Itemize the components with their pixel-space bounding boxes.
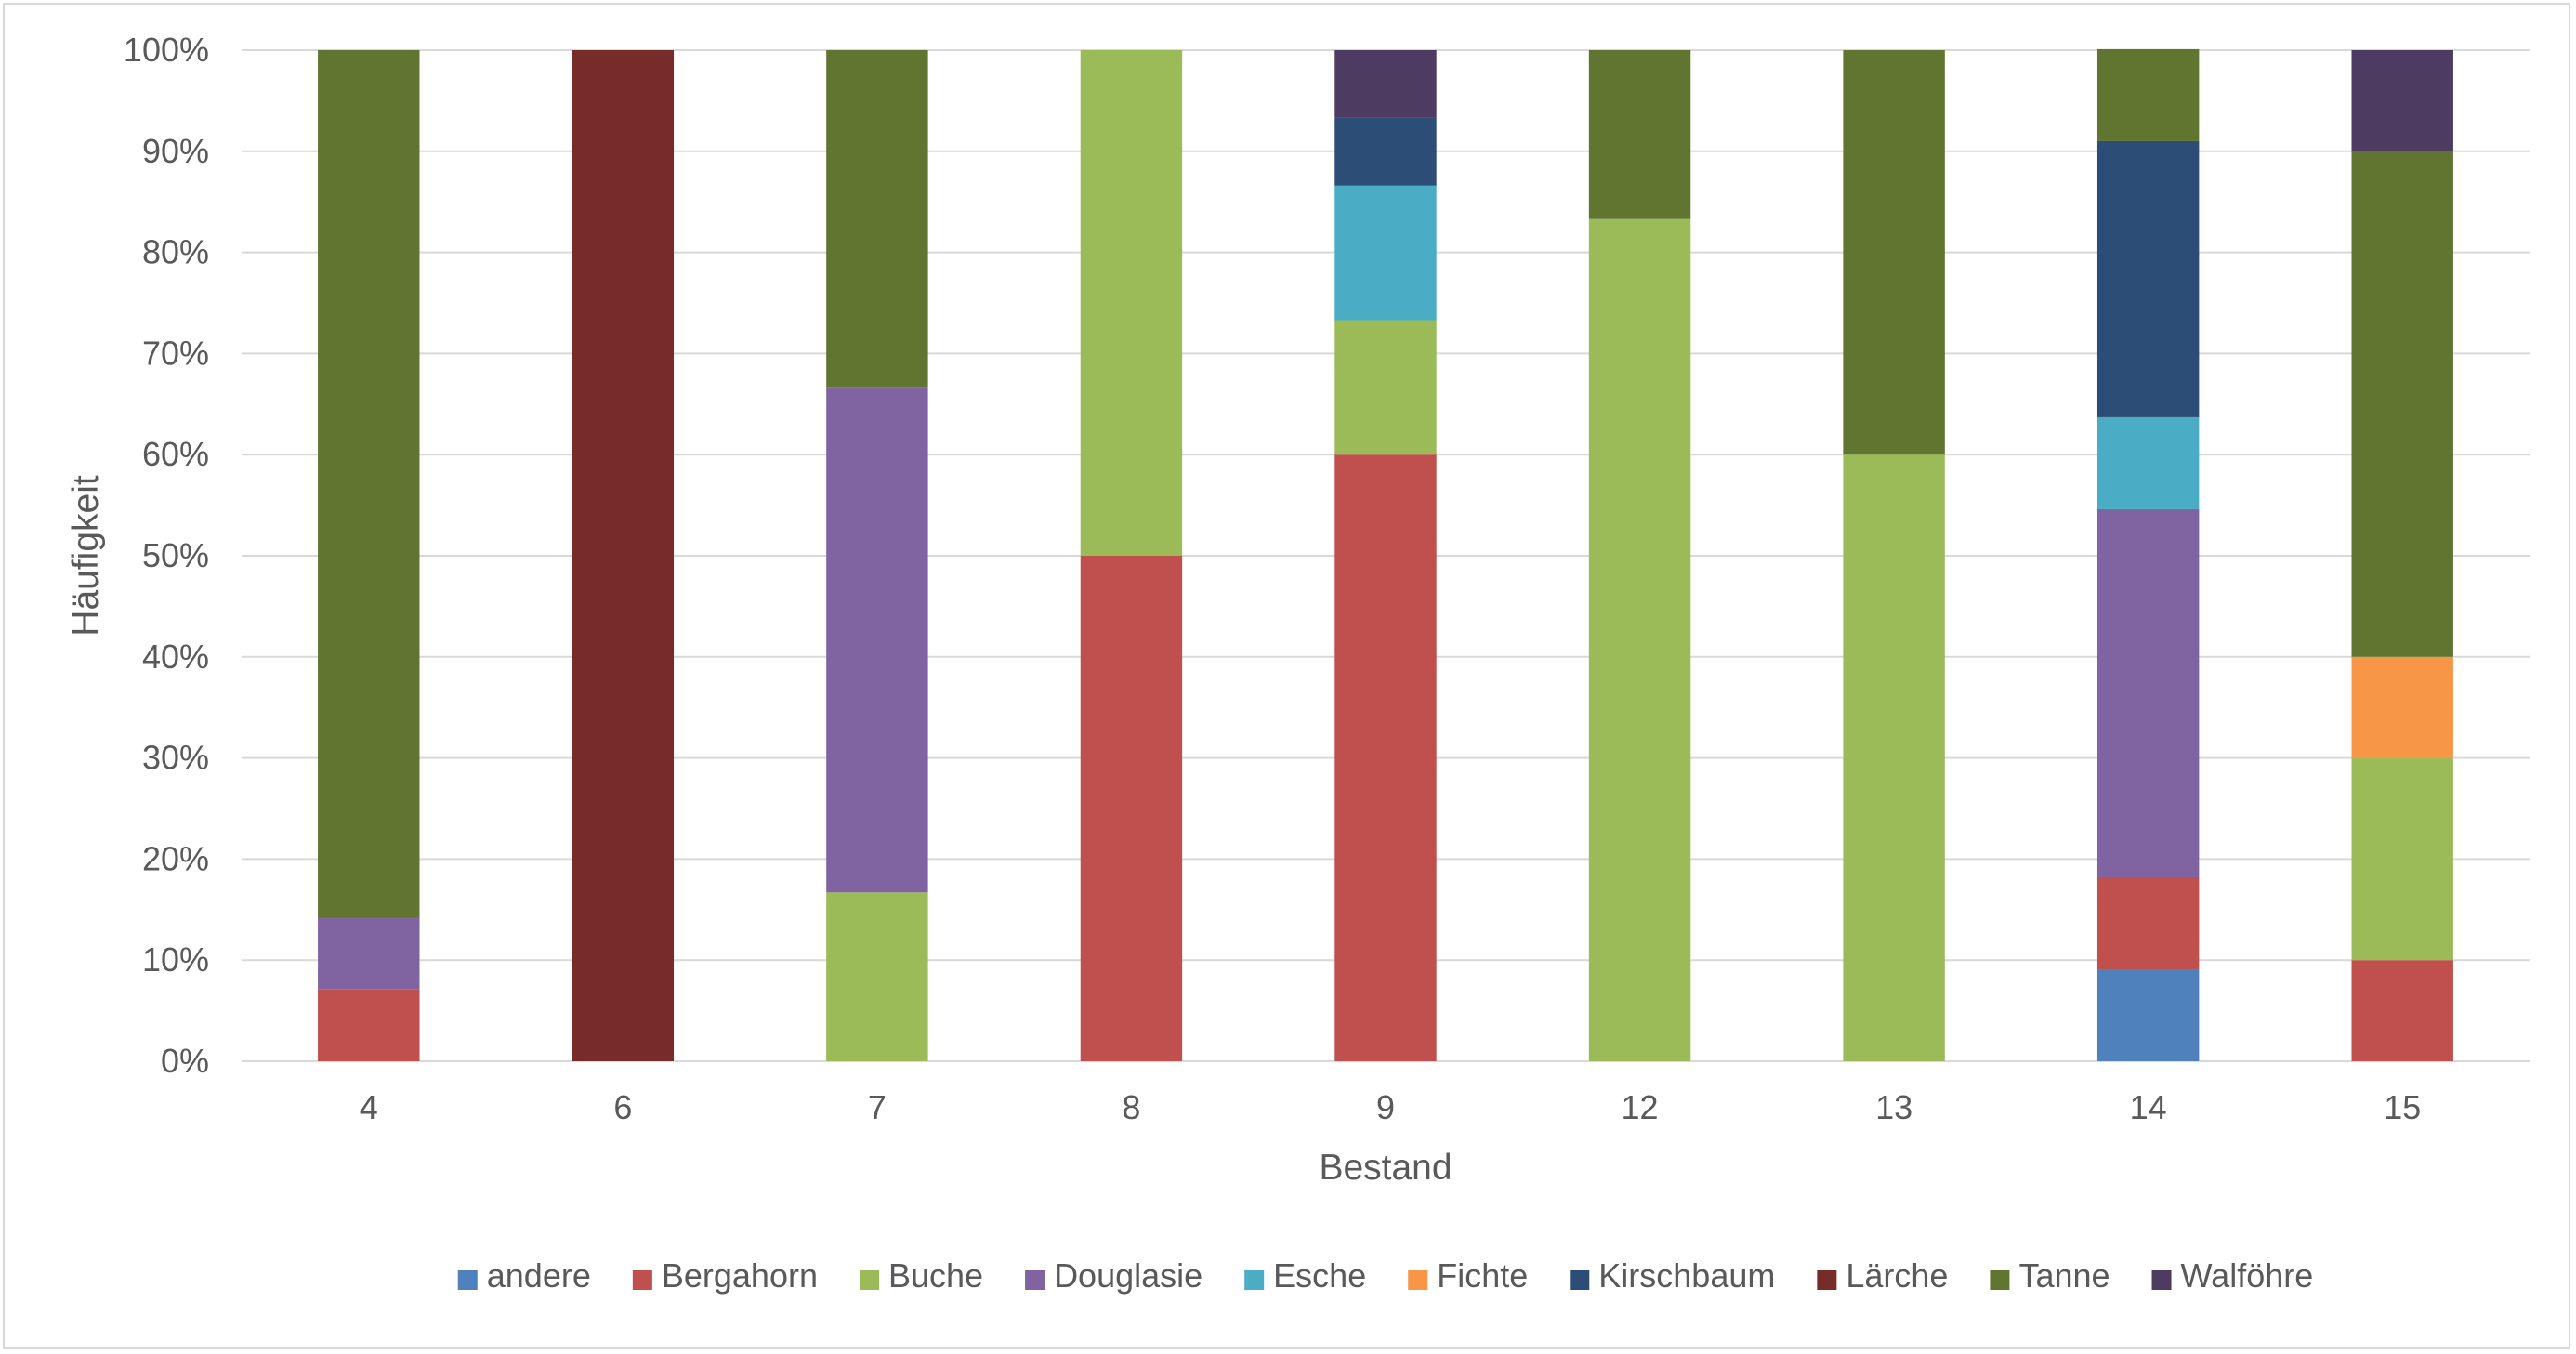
- stacked-bar-chart: 0% 10% 20% 30% 40% 50% 60% 70% 80% 90% 100% 4 6 7 8 9 1…: [66, 31, 2530, 1295]
- x-tick-label: 7: [868, 1088, 887, 1126]
- bar-segment-buche: [826, 892, 928, 1061]
- legend: andere Bergahorn Buche Douglasie Esche Fichte…: [457, 1256, 2314, 1295]
- bar-segment-bergahorn: [1080, 556, 1183, 1061]
- bar-segment-buche: [1843, 454, 1945, 1061]
- y-tick-label: 0%: [161, 1042, 209, 1080]
- y-tick-label: 50%: [142, 536, 209, 574]
- y-tick-label: 100%: [124, 31, 209, 69]
- legend-item: Tanne: [1990, 1256, 2110, 1295]
- x-tick-label: 6: [613, 1088, 632, 1126]
- legend-label: Tanne: [2018, 1256, 2109, 1295]
- legend-swatch: [2151, 1270, 2172, 1290]
- y-tick-label: 30%: [142, 739, 209, 777]
- legend-label: Lärche: [1846, 1256, 1948, 1295]
- bar-segment-buche: [1334, 320, 1437, 455]
- legend-label: Bergahorn: [662, 1256, 818, 1295]
- bar-segment-douglasie: [318, 917, 420, 990]
- x-tick-label: 4: [360, 1088, 378, 1126]
- legend-label: Esche: [1273, 1256, 1366, 1295]
- bar-segment-kirschbaum: [1334, 117, 1437, 186]
- bar-segment-tanne: [1588, 50, 1691, 219]
- bar-segment-esche: [1334, 185, 1437, 321]
- legend-swatch: [1990, 1270, 2010, 1290]
- bar-segment-walföhre: [2351, 50, 2453, 151]
- x-tick-label: 14: [2130, 1088, 2167, 1126]
- y-axis-tick-labels: 0% 10% 20% 30% 40% 50% 60% 70% 80% 90% 100%: [124, 31, 209, 1080]
- y-axis-title: Häufigkeit: [66, 475, 106, 637]
- bar-segment-buche: [1588, 218, 1691, 1062]
- legend-swatch: [1408, 1270, 1428, 1290]
- bar-segment-tanne: [2096, 48, 2200, 141]
- x-tick-label: 9: [1376, 1088, 1395, 1126]
- legend-swatch: [1244, 1270, 1265, 1290]
- x-tick-label: 8: [1122, 1088, 1140, 1126]
- bar-segment-fichte: [2351, 656, 2453, 758]
- legend-swatch: [457, 1270, 478, 1290]
- y-tick-label: 90%: [142, 132, 209, 170]
- bars: [318, 48, 2453, 1062]
- y-tick-label: 20%: [142, 839, 209, 877]
- x-axis-title: Bestand: [1319, 1148, 1452, 1188]
- x-axis-tick-labels: 4 6 7 8 9 12 13 14 15: [360, 1088, 2421, 1126]
- bar-segment-lärche: [572, 50, 675, 1061]
- bar-segment-douglasie: [826, 387, 928, 893]
- legend-item: Douglasie: [1025, 1256, 1203, 1295]
- bar-segment-tanne: [826, 50, 928, 388]
- bar-segment-bergahorn: [2096, 876, 2200, 969]
- bar-segment-bergahorn: [318, 989, 420, 1061]
- y-tick-label: 80%: [142, 233, 209, 271]
- bar-segment-andere: [2096, 968, 2200, 1061]
- legend-swatch: [1025, 1270, 1045, 1290]
- legend-item: andere: [457, 1256, 591, 1295]
- y-tick-label: 10%: [142, 940, 209, 979]
- y-tick-label: 70%: [142, 334, 209, 372]
- x-tick-label: 13: [1875, 1088, 1912, 1126]
- y-tick-label: 40%: [142, 638, 209, 676]
- chart-frame: 0% 10% 20% 30% 40% 50% 60% 70% 80% 90% 100% 4 6 7 8 9 1…: [3, 3, 2570, 1349]
- bar-segment-walföhre: [1334, 50, 1437, 118]
- bar-segment-bergahorn: [1334, 454, 1437, 1061]
- legend-item: Lärche: [1817, 1256, 1948, 1295]
- bar-segment-tanne: [1843, 50, 1945, 455]
- bar-segment-douglasie: [2096, 508, 2200, 877]
- bar-segment-kirschbaum: [2096, 140, 2200, 417]
- legend-label: Kirschbaum: [1598, 1256, 1775, 1295]
- bar-segment-esche: [2096, 416, 2200, 509]
- bar-segment-bergahorn: [2351, 960, 2453, 1061]
- bar-segment-buche: [1080, 50, 1183, 556]
- legend-label: Walföhre: [2181, 1256, 2314, 1295]
- legend-swatch: [632, 1270, 652, 1290]
- bar-segment-tanne: [2351, 151, 2453, 657]
- legend-label: Fichte: [1437, 1256, 1528, 1295]
- legend-item: Buche: [859, 1256, 983, 1295]
- legend-item: Esche: [1244, 1256, 1366, 1295]
- legend-item: Kirschbaum: [1570, 1256, 1775, 1295]
- legend-item: Fichte: [1408, 1256, 1528, 1295]
- legend-item: Walföhre: [2151, 1256, 2314, 1295]
- y-tick-label: 60%: [142, 435, 209, 473]
- legend-swatch: [1570, 1270, 1590, 1290]
- x-tick-label: 12: [1622, 1088, 1659, 1126]
- bar-segment-tanne: [318, 50, 420, 918]
- legend-label: andere: [487, 1256, 591, 1295]
- legend-swatch: [859, 1270, 879, 1290]
- bar-segment-buche: [2351, 757, 2453, 961]
- legend-item: Bergahorn: [632, 1256, 818, 1295]
- legend-label: Buche: [888, 1256, 983, 1295]
- x-tick-label: 15: [2384, 1088, 2421, 1126]
- legend-label: Douglasie: [1054, 1256, 1203, 1295]
- legend-swatch: [1817, 1270, 1837, 1290]
